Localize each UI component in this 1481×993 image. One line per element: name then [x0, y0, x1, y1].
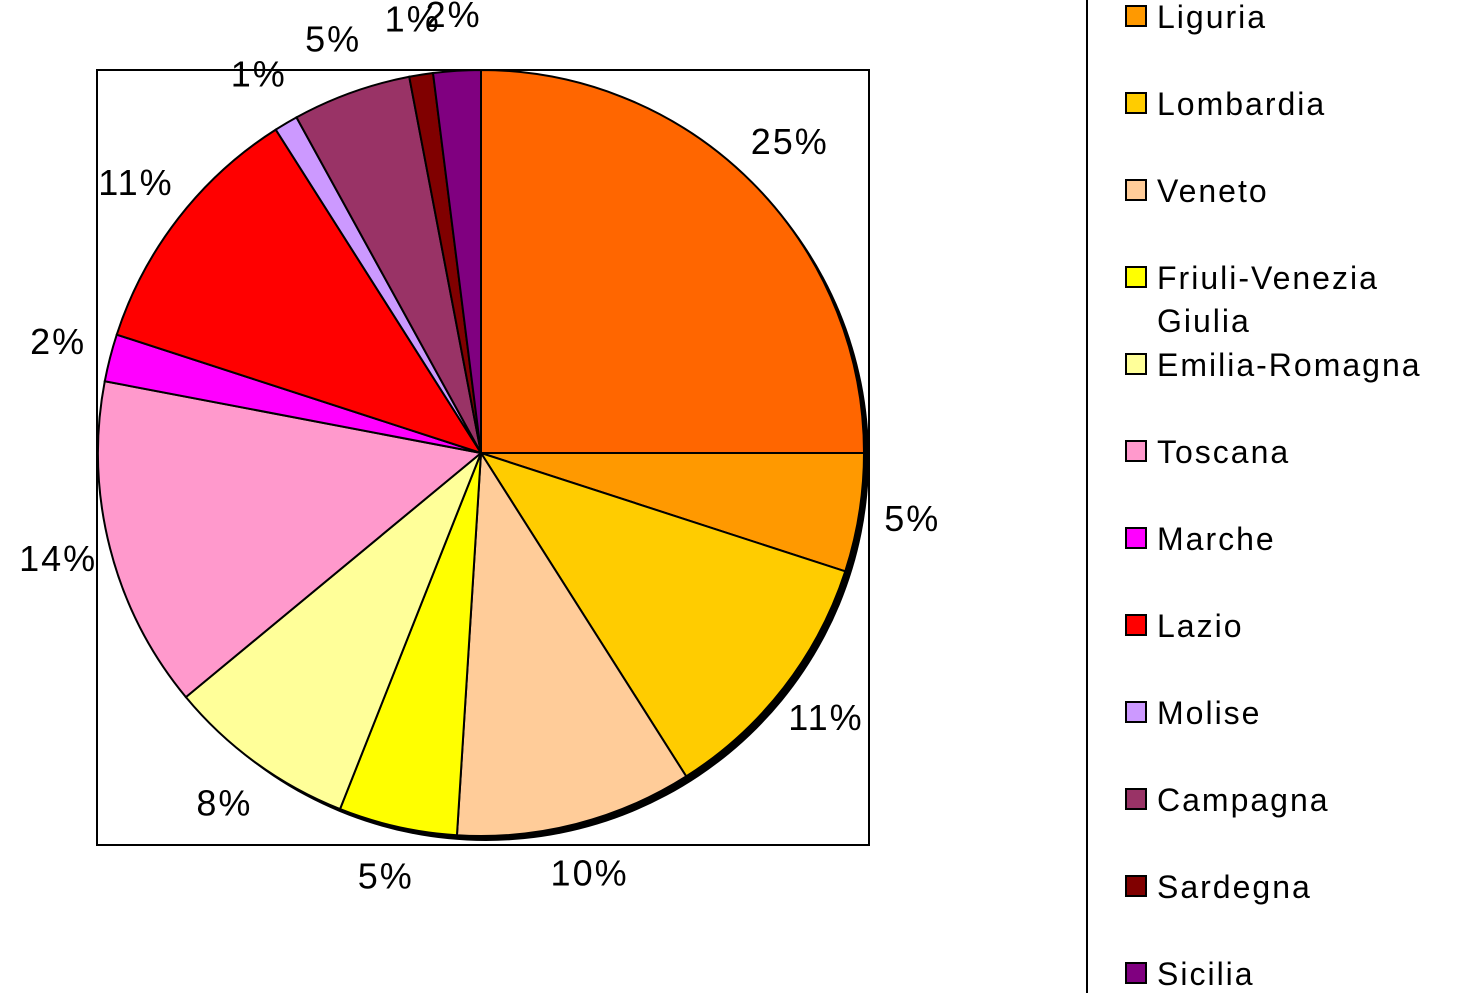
- data-label: 2%: [30, 321, 86, 362]
- legend-swatch: [1125, 353, 1147, 375]
- legend-entry: Liguria: [1125, 0, 1457, 39]
- legend-swatch: [1125, 962, 1147, 984]
- legend-label: Friuli-Venezia Giulia: [1157, 260, 1379, 339]
- legend-entry: Sicilia: [1125, 953, 1457, 993]
- data-label: 14%: [19, 538, 97, 579]
- data-label: 8%: [196, 783, 252, 824]
- data-label: 11%: [788, 697, 863, 738]
- legend-label: Marche: [1157, 521, 1276, 557]
- legend-swatch: [1125, 266, 1147, 288]
- legend-swatch: [1125, 92, 1147, 114]
- legend-entry: Lombardia: [1125, 83, 1457, 126]
- legend-entry: Emilia-Romagna: [1125, 344, 1457, 387]
- pie-slice: [455, 449, 688, 837]
- legend-entry: Veneto: [1125, 170, 1457, 213]
- pie-slice: [184, 452, 482, 811]
- legend-label: Molise: [1157, 695, 1262, 731]
- legend-entry: Marche: [1125, 518, 1457, 561]
- data-label: 5%: [884, 498, 940, 539]
- legend-entry: Friuli-Venezia Giulia: [1125, 257, 1457, 343]
- legend-swatch: [1125, 614, 1147, 636]
- legend-label: Sicilia: [1157, 956, 1255, 992]
- legend-swatch: [1125, 875, 1147, 897]
- legend-entry: Lazio: [1125, 605, 1457, 648]
- pie-slice: [431, 68, 482, 454]
- legend-swatch: [1125, 179, 1147, 201]
- legend-label: Toscana: [1157, 434, 1291, 470]
- data-label: 10%: [551, 852, 629, 893]
- data-label: 11%: [98, 162, 173, 203]
- data-label: 25%: [751, 121, 829, 162]
- legend-entry: Toscana: [1125, 431, 1457, 474]
- pie-slice: [480, 68, 866, 454]
- legend-swatch: [1125, 527, 1147, 549]
- legend-swatch: [1125, 440, 1147, 462]
- legend-entry: Molise: [1125, 692, 1457, 735]
- data-label: 2%: [426, 0, 482, 35]
- legend-swatch: [1125, 701, 1147, 723]
- legend-label: Emilia-Romagna: [1157, 347, 1422, 383]
- data-label: 5%: [305, 19, 361, 60]
- legend-swatch: [1125, 788, 1147, 810]
- legend-label: Veneto: [1157, 173, 1269, 209]
- legend-label: Campagna: [1157, 782, 1330, 818]
- pie-slice: [478, 451, 847, 778]
- legend-entry: Sardegna: [1125, 866, 1457, 909]
- data-label: 5%: [358, 856, 414, 897]
- legend-label: Lombardia: [1157, 86, 1327, 122]
- legend-label: Sardegna: [1157, 869, 1312, 905]
- legend-entry: Campagna: [1125, 779, 1457, 822]
- data-label: 1%: [231, 54, 287, 95]
- legend-label: Lazio: [1157, 608, 1244, 644]
- pie-slice: [115, 128, 484, 455]
- legend-swatch: [1125, 5, 1147, 27]
- data-label: 1%: [385, 0, 441, 39]
- pie-slice: [97, 380, 484, 699]
- legend-label: Liguria: [1157, 0, 1268, 35]
